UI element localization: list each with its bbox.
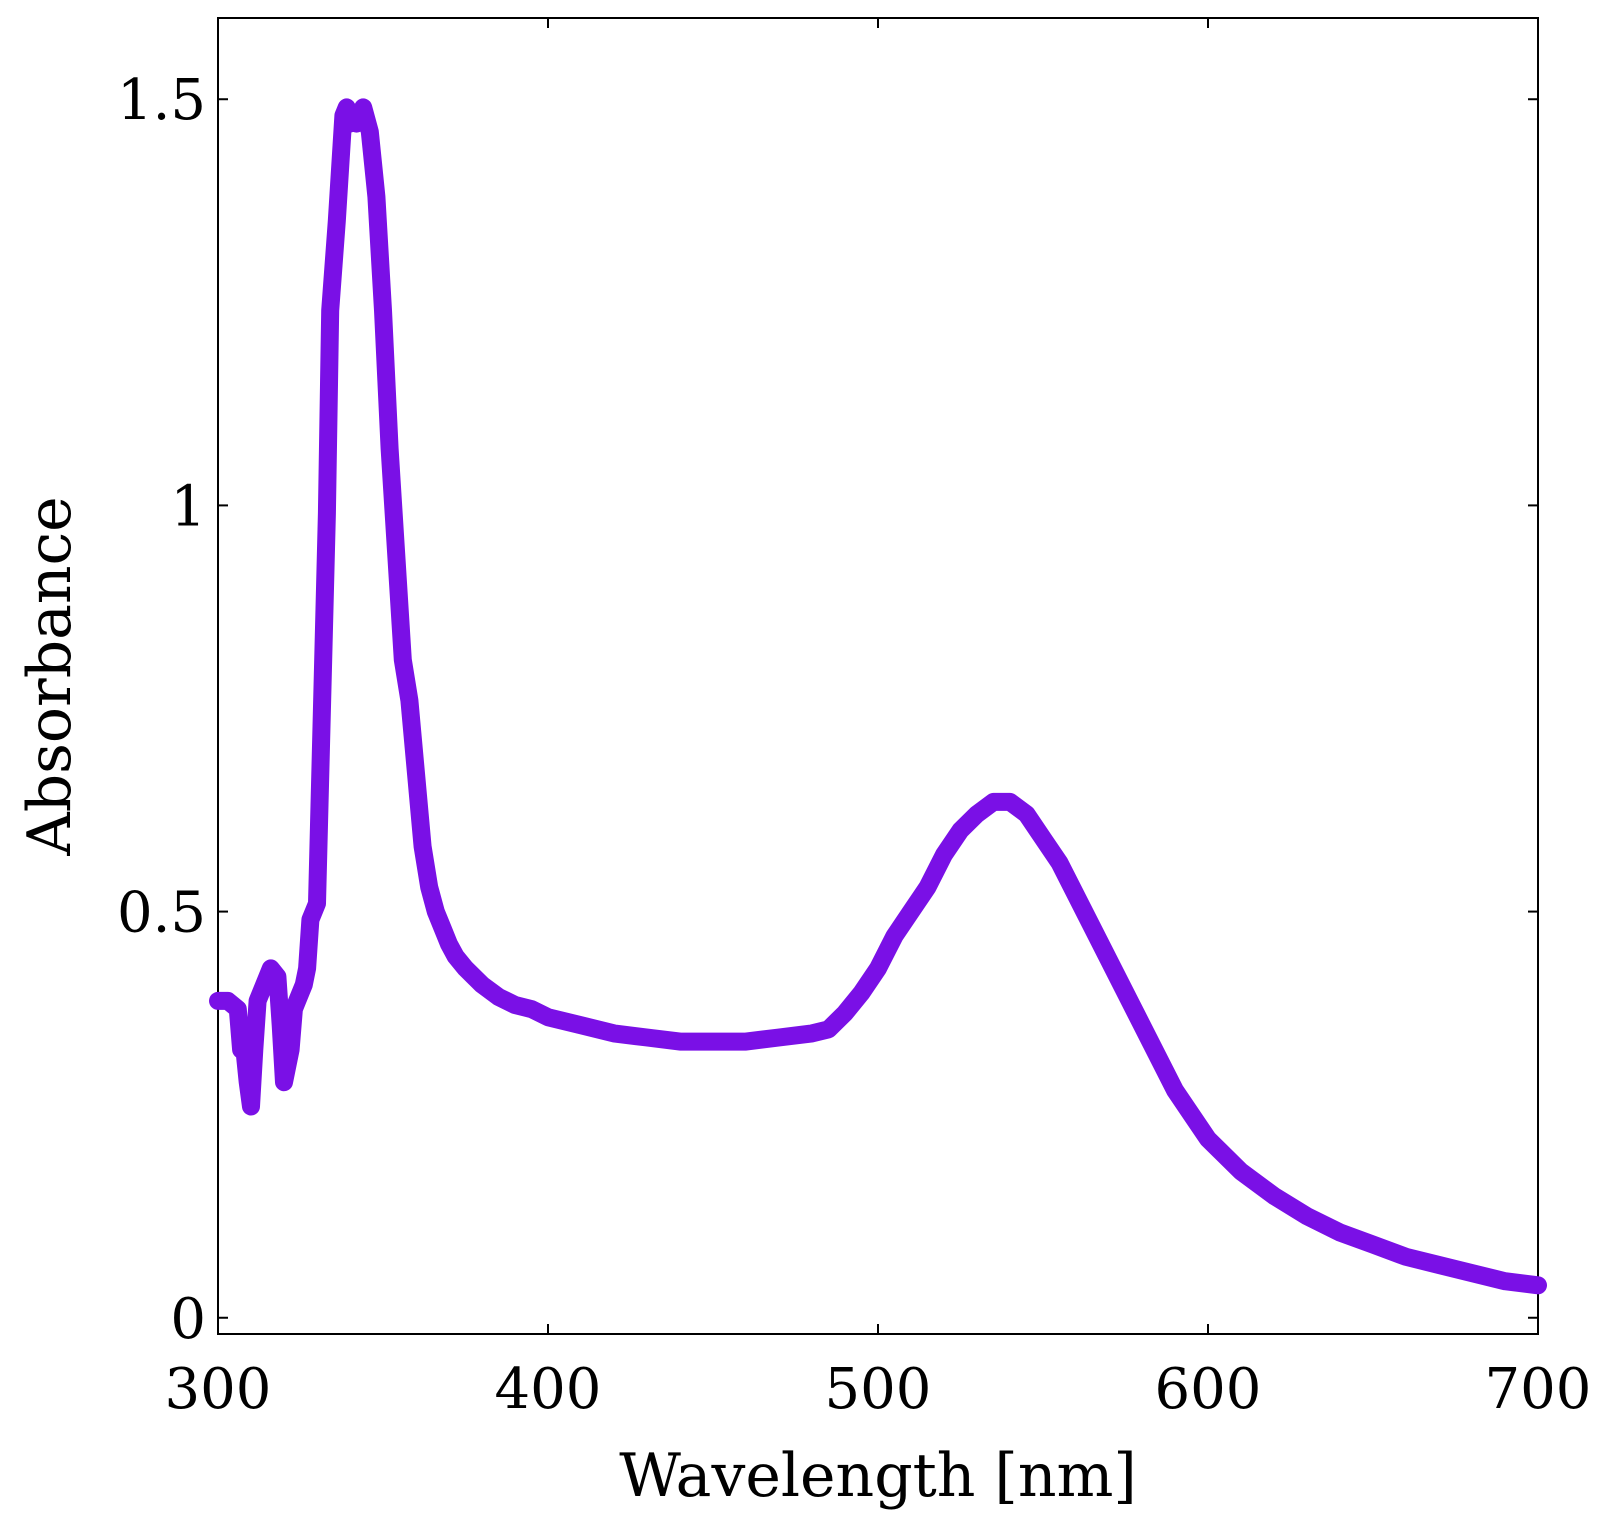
y-tick-label: 1.5 (117, 68, 206, 133)
series-layer (209, 98, 1547, 1295)
axis-ticks (217, 18, 1539, 1334)
x-tick-label: 700 (1485, 1357, 1592, 1422)
plot-frame (217, 17, 1539, 1335)
y-tick-label: 0 (170, 1287, 206, 1352)
y-tick-label: 1 (170, 474, 206, 539)
x-tick-label: 300 (165, 1357, 272, 1422)
x-tick-label: 400 (495, 1357, 602, 1422)
y-axis-title: Absorbance (15, 496, 85, 856)
series-line-absorbance (209, 98, 1547, 1295)
x-tick-label: 600 (1155, 1357, 1262, 1422)
tick-labels: 300 400 500 600 700 0 0.5 1 1.5 (117, 68, 1592, 1422)
y-tick-label: 0.5 (117, 881, 206, 946)
x-tick-label: 500 (825, 1357, 932, 1422)
x-axis-title: Wavelength [nm] (619, 1441, 1137, 1511)
